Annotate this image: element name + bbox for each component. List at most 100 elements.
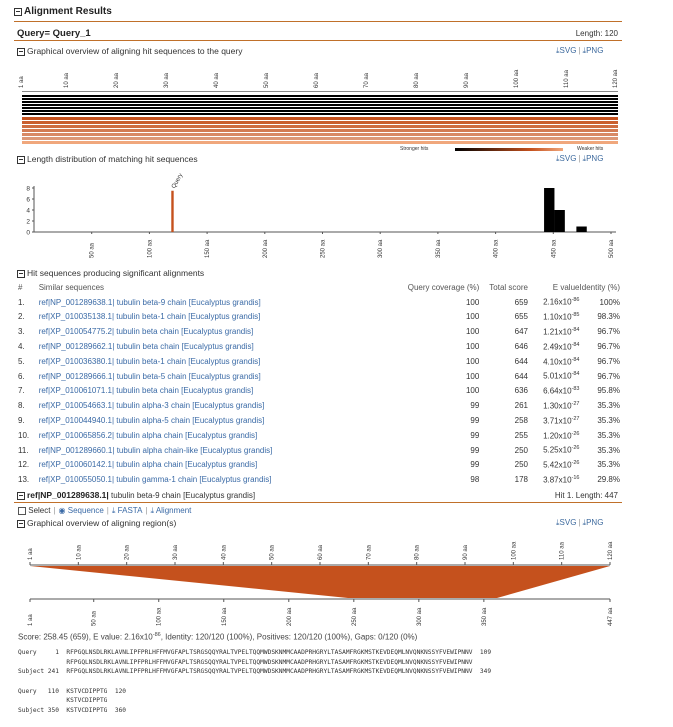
hit-row[interactable]: 8. ref|XP_010054663.1| tubulin alpha-3 ch… bbox=[18, 398, 620, 413]
hit-sequence[interactable]: ref|XP_010035138.1| tubulin beta-1 chain… bbox=[39, 310, 381, 325]
hit-sequence[interactable]: ref|XP_010055050.1| tubulin gamma-1 chai… bbox=[39, 472, 381, 487]
col-query-coverage[interactable]: Query coverage (%) bbox=[407, 282, 480, 292]
download-icon[interactable]: ⤓ bbox=[150, 506, 155, 515]
sequence-link[interactable]: Sequence bbox=[67, 506, 104, 515]
overview-hit-bar[interactable] bbox=[22, 133, 618, 136]
hit-description-link[interactable]: tubulin beta-1 chain [Eucalyptus grandis… bbox=[114, 312, 261, 322]
hit-sequence[interactable]: ref|NP_001289638.1| tubulin beta-9 chain… bbox=[39, 295, 381, 310]
hit-description-link[interactable]: tubulin alpha-5 chain [Eucalyptus grandi… bbox=[114, 416, 265, 426]
overview-hit-bar[interactable] bbox=[22, 113, 618, 115]
hit-sequence[interactable]: ref|XP_010060142.1| tubulin alpha chain … bbox=[39, 458, 381, 473]
hit-accession-link[interactable]: ref|XP_010054775.2| bbox=[38, 327, 115, 337]
hit-row[interactable]: 7. ref|XP_010061071.1| tubulin beta chain… bbox=[18, 384, 620, 399]
length-dist-section-toggle[interactable]: Length distribution of matching hit sequ… bbox=[17, 154, 198, 164]
hit-description-link[interactable]: tubulin alpha chain [Eucalyptus grandis] bbox=[114, 430, 258, 440]
png-download-link[interactable]: PNG bbox=[586, 154, 604, 163]
png-download-link[interactable]: PNG bbox=[586, 46, 604, 55]
hit-row[interactable]: 4. ref|NP_001289662.1| tubulin beta chain… bbox=[18, 339, 620, 354]
download-icon[interactable]: ⤓ bbox=[556, 46, 560, 55]
hit-accession-link[interactable]: ref|XP_010061071.1| bbox=[38, 386, 115, 396]
hit-sequence[interactable]: ref|NP_001289660.1| tubulin alpha chain-… bbox=[39, 443, 381, 458]
hit-detail-accession[interactable]: ref|NP_001289638.1| bbox=[27, 490, 109, 500]
hit-sequence[interactable]: ref|XP_010054663.1| tubulin alpha-3 chai… bbox=[39, 398, 381, 413]
hit-accession-link[interactable]: ref|NP_001289662.1| bbox=[38, 342, 115, 352]
hit-description-link[interactable]: tubulin beta-5 chain [Eucalyptus grandis… bbox=[114, 371, 261, 381]
hit-accession-link[interactable]: ref|XP_010065856.2| bbox=[38, 430, 115, 440]
col-similar-sequences[interactable]: Similar sequences bbox=[38, 282, 105, 292]
download-icon[interactable]: ⤓ bbox=[556, 154, 560, 163]
hit-description-link[interactable]: tubulin gamma-1 chain [Eucalyptus grandi… bbox=[114, 475, 272, 485]
hit-sequence[interactable]: ref|NP_001289662.1| tubulin beta chain [… bbox=[39, 339, 381, 354]
svg-download-link[interactable]: SVG bbox=[559, 154, 577, 163]
hits-section-toggle[interactable]: Hit sequences producing significant alig… bbox=[17, 268, 204, 278]
hit-sequence[interactable]: ref|XP_010036380.1| tubulin beta-1 chain… bbox=[39, 354, 381, 369]
overview-hit-bar[interactable] bbox=[22, 110, 618, 112]
overview-hit-bar[interactable] bbox=[22, 125, 618, 128]
overview-hit-bar[interactable] bbox=[22, 104, 618, 106]
overview-hit-bar[interactable] bbox=[22, 117, 618, 120]
hit-row[interactable]: 9. ref|XP_010044940.1| tubulin alpha-5 ch… bbox=[18, 413, 620, 428]
hit-accession-link[interactable]: ref|XP_010054663.1| bbox=[38, 401, 115, 411]
col-total-score[interactable]: Total score bbox=[489, 282, 528, 292]
collapse-toggle-icon[interactable] bbox=[17, 269, 25, 278]
download-icon[interactable]: ⤓ bbox=[556, 518, 560, 527]
overview-hit-bar[interactable] bbox=[22, 137, 618, 140]
hit-row[interactable]: 5. ref|XP_010036380.1| tubulin beta-1 cha… bbox=[18, 354, 620, 369]
overview-hit-bar[interactable] bbox=[22, 95, 618, 97]
hit-description-link[interactable]: tubulin beta chain [Eucalyptus grandis] bbox=[114, 386, 254, 396]
hit-accession-link[interactable]: ref|XP_010044940.1| bbox=[38, 416, 115, 426]
hit-description-link[interactable]: tubulin alpha-3 chain [Eucalyptus grandi… bbox=[114, 401, 265, 411]
hit-row[interactable]: 1. ref|NP_001289638.1| tubulin beta-9 cha… bbox=[18, 295, 620, 310]
hit-description-link[interactable]: tubulin beta-9 chain [Eucalyptus grandis… bbox=[114, 297, 261, 307]
hit-row[interactable]: 13. ref|XP_010055050.1| tubulin gamma-1 c… bbox=[18, 472, 620, 487]
overview-hit-bar[interactable] bbox=[22, 141, 618, 144]
hit-description-link[interactable]: tubulin beta chain [Eucalyptus grandis] bbox=[114, 342, 254, 352]
download-icon[interactable]: ⤓ bbox=[111, 506, 116, 515]
hit-accession-link[interactable]: ref|NP_001289660.1| bbox=[38, 445, 115, 455]
hit-description-link[interactable]: tubulin beta chain [Eucalyptus grandis] bbox=[114, 327, 254, 337]
collapse-toggle-icon[interactable] bbox=[17, 491, 25, 500]
hit-description-link[interactable]: tubulin alpha chain-like [Eucalyptus gra… bbox=[114, 445, 273, 455]
hit-sequence[interactable]: ref|XP_010044940.1| tubulin alpha-5 chai… bbox=[39, 413, 381, 428]
col-e-value[interactable]: E value bbox=[552, 282, 580, 292]
eye-icon[interactable]: ◉ bbox=[58, 506, 66, 515]
hit-sequence[interactable]: ref|XP_010065856.2| tubulin alpha chain … bbox=[39, 428, 381, 443]
hit-row[interactable]: 3. ref|XP_010054775.2| tubulin beta chain… bbox=[18, 324, 620, 339]
hit-row[interactable]: 10. ref|XP_010065856.2| tubulin alpha cha… bbox=[18, 428, 620, 443]
hit-row[interactable]: 6. ref|NP_001289666.1| tubulin beta-5 cha… bbox=[18, 369, 620, 384]
hit-accession-link[interactable]: ref|XP_010036380.1| bbox=[38, 356, 115, 366]
overview-hit-bar[interactable] bbox=[22, 101, 618, 103]
select-checkbox[interactable] bbox=[18, 506, 26, 515]
hit-row[interactable]: 11. ref|NP_001289660.1| tubulin alpha cha… bbox=[18, 443, 620, 458]
collapse-toggle-icon[interactable] bbox=[14, 7, 22, 16]
collapse-toggle-icon[interactable] bbox=[17, 47, 25, 56]
hit-sequence[interactable]: ref|NP_001289666.1| tubulin beta-5 chain… bbox=[39, 369, 381, 384]
png-download-link[interactable]: PNG bbox=[586, 518, 604, 527]
collapse-toggle-icon[interactable] bbox=[17, 155, 25, 164]
hit-description-link[interactable]: tubulin alpha chain [Eucalyptus grandis] bbox=[114, 460, 258, 470]
hit-row[interactable]: 12. ref|XP_010060142.1| tubulin alpha cha… bbox=[18, 458, 620, 473]
hit-row[interactable]: 2. ref|XP_010035138.1| tubulin beta-1 cha… bbox=[18, 310, 620, 325]
hit-accession-link[interactable]: ref|XP_010060142.1| bbox=[38, 460, 115, 470]
overview-hit-bar[interactable] bbox=[22, 129, 618, 132]
svg-download-link[interactable]: SVG bbox=[559, 518, 577, 527]
download-icon[interactable]: ⤓ bbox=[582, 154, 587, 163]
hit-accession-link[interactable]: ref|NP_001289638.1| bbox=[38, 297, 115, 307]
select-label[interactable]: Select bbox=[28, 506, 51, 515]
download-icon[interactable]: ⤓ bbox=[582, 518, 587, 527]
fasta-link[interactable]: FASTA bbox=[117, 506, 143, 515]
hit-accession-link[interactable]: ref|XP_010055050.1| bbox=[38, 475, 115, 485]
alignment-link[interactable]: Alignment bbox=[155, 506, 192, 515]
col-identity[interactable]: Identity (%) bbox=[579, 282, 620, 292]
svg-download-link[interactable]: SVG bbox=[559, 46, 577, 55]
overview-hit-bar[interactable] bbox=[22, 107, 618, 109]
hit-accession-link[interactable]: ref|XP_010035138.1| bbox=[38, 312, 115, 322]
hit-accession-link[interactable]: ref|NP_001289666.1| bbox=[38, 371, 115, 381]
alignment-results-header[interactable]: Alignment Results bbox=[14, 6, 112, 17]
download-icon[interactable]: ⤓ bbox=[582, 46, 587, 55]
overview-hit-bar[interactable] bbox=[22, 121, 618, 124]
hit-sequence[interactable]: ref|XP_010061071.1| tubulin beta chain [… bbox=[39, 384, 381, 399]
overview-section-toggle[interactable]: Graphical overview of aligning hit seque… bbox=[17, 46, 242, 56]
region-section-toggle[interactable]: Graphical overview of aligning region(s) bbox=[17, 518, 176, 528]
hit-description-link[interactable]: tubulin beta-1 chain [Eucalyptus grandis… bbox=[114, 356, 261, 366]
